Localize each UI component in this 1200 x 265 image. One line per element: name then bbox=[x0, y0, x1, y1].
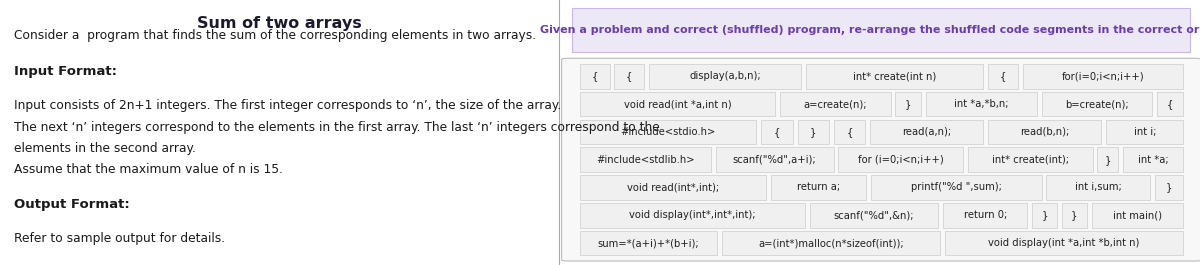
Text: }: } bbox=[1105, 155, 1111, 165]
FancyBboxPatch shape bbox=[562, 58, 1200, 261]
FancyBboxPatch shape bbox=[1046, 175, 1150, 200]
Text: }: } bbox=[810, 127, 816, 137]
Text: {: { bbox=[626, 71, 632, 81]
Text: int main(): int main() bbox=[1112, 210, 1162, 220]
Text: {: { bbox=[1000, 71, 1007, 81]
Text: Sum of two arrays: Sum of two arrays bbox=[197, 16, 362, 31]
Text: Assume that the maximum value of n is 15.: Assume that the maximum value of n is 15… bbox=[14, 163, 283, 176]
FancyBboxPatch shape bbox=[580, 92, 775, 116]
Text: The next ‘n’ integers correspond to the elements in the first array. The last ‘n: The next ‘n’ integers correspond to the … bbox=[14, 121, 660, 134]
FancyBboxPatch shape bbox=[943, 203, 1027, 228]
FancyBboxPatch shape bbox=[649, 64, 800, 89]
FancyBboxPatch shape bbox=[580, 64, 610, 89]
Text: int* create(int n): int* create(int n) bbox=[853, 71, 936, 81]
FancyBboxPatch shape bbox=[968, 147, 1092, 172]
Text: #include<stdio.h>: #include<stdio.h> bbox=[620, 127, 715, 137]
FancyBboxPatch shape bbox=[580, 231, 716, 255]
Text: elements in the second array.: elements in the second array. bbox=[14, 142, 197, 155]
Text: void display(int*,int*,int);: void display(int*,int*,int); bbox=[629, 210, 756, 220]
FancyBboxPatch shape bbox=[989, 120, 1102, 144]
Text: void display(int *a,int *b,int n): void display(int *a,int *b,int n) bbox=[989, 238, 1140, 248]
Text: Input Format:: Input Format: bbox=[14, 65, 118, 78]
FancyBboxPatch shape bbox=[1157, 92, 1183, 116]
Text: void read(int*,int);: void read(int*,int); bbox=[626, 183, 719, 192]
Text: b=create(n);: b=create(n); bbox=[1066, 99, 1129, 109]
Text: int i;: int i; bbox=[1134, 127, 1156, 137]
Text: for (i=0;i<n;i++): for (i=0;i<n;i++) bbox=[858, 155, 943, 165]
Text: for(i=0;i<n;i++): for(i=0;i<n;i++) bbox=[1062, 71, 1145, 81]
FancyBboxPatch shape bbox=[580, 120, 756, 144]
FancyBboxPatch shape bbox=[1123, 147, 1183, 172]
FancyBboxPatch shape bbox=[895, 92, 922, 116]
Text: return a;: return a; bbox=[797, 183, 840, 192]
FancyBboxPatch shape bbox=[944, 231, 1183, 255]
Text: Output Format:: Output Format: bbox=[14, 197, 130, 211]
Text: printf("%d ",sum);: printf("%d ",sum); bbox=[911, 183, 1002, 192]
FancyBboxPatch shape bbox=[614, 64, 644, 89]
FancyBboxPatch shape bbox=[1022, 64, 1183, 89]
Text: int *a,*b,n;: int *a,*b,n; bbox=[954, 99, 1009, 109]
Text: sum=*(a+i)+*(b+i);: sum=*(a+i)+*(b+i); bbox=[598, 238, 698, 248]
Text: {: { bbox=[592, 71, 598, 81]
FancyBboxPatch shape bbox=[580, 147, 710, 172]
Text: #include<stdlib.h>: #include<stdlib.h> bbox=[596, 155, 695, 165]
Text: {: { bbox=[1168, 99, 1174, 109]
Text: Consider a  program that finds the sum of the corresponding elements in two arra: Consider a program that finds the sum of… bbox=[14, 29, 536, 42]
Text: read(a,n);: read(a,n); bbox=[902, 127, 952, 137]
Text: scanf("%d",a+i);: scanf("%d",a+i); bbox=[733, 155, 816, 165]
FancyBboxPatch shape bbox=[1062, 203, 1087, 228]
FancyBboxPatch shape bbox=[834, 120, 865, 144]
FancyBboxPatch shape bbox=[1032, 203, 1057, 228]
Text: return 0;: return 0; bbox=[964, 210, 1007, 220]
FancyBboxPatch shape bbox=[780, 92, 890, 116]
FancyBboxPatch shape bbox=[715, 147, 834, 172]
Text: }: } bbox=[1165, 183, 1172, 192]
Text: int* create(int);: int* create(int); bbox=[991, 155, 1069, 165]
Text: a=create(n);: a=create(n); bbox=[804, 99, 866, 109]
FancyBboxPatch shape bbox=[870, 120, 984, 144]
Text: }: } bbox=[1072, 210, 1078, 220]
FancyBboxPatch shape bbox=[580, 175, 767, 200]
Text: Given a problem and correct (shuffled) program, re-arrange the shuffled code seg: Given a problem and correct (shuffled) p… bbox=[540, 25, 1200, 35]
FancyBboxPatch shape bbox=[805, 64, 983, 89]
FancyBboxPatch shape bbox=[761, 120, 793, 144]
Text: }: } bbox=[905, 99, 912, 109]
FancyBboxPatch shape bbox=[1097, 147, 1118, 172]
Text: void read(int *a,int n): void read(int *a,int n) bbox=[624, 99, 731, 109]
Text: }: } bbox=[1042, 210, 1048, 220]
Text: display(a,b,n);: display(a,b,n); bbox=[689, 71, 761, 81]
Text: {: { bbox=[846, 127, 853, 137]
FancyBboxPatch shape bbox=[572, 8, 1190, 52]
FancyBboxPatch shape bbox=[580, 203, 805, 228]
FancyBboxPatch shape bbox=[798, 120, 829, 144]
FancyBboxPatch shape bbox=[839, 147, 964, 172]
FancyBboxPatch shape bbox=[1106, 120, 1183, 144]
Text: scanf("%d",&n);: scanf("%d",&n); bbox=[834, 210, 914, 220]
FancyBboxPatch shape bbox=[810, 203, 938, 228]
Text: a=(int*)malloc(n*sizeof(int));: a=(int*)malloc(n*sizeof(int)); bbox=[758, 238, 904, 248]
Text: Refer to sample output for details.: Refer to sample output for details. bbox=[14, 232, 226, 245]
FancyBboxPatch shape bbox=[721, 231, 940, 255]
FancyBboxPatch shape bbox=[926, 92, 1037, 116]
FancyBboxPatch shape bbox=[1154, 175, 1183, 200]
FancyBboxPatch shape bbox=[1042, 92, 1152, 116]
Text: read(b,n);: read(b,n); bbox=[1020, 127, 1069, 137]
Text: int i,sum;: int i,sum; bbox=[1075, 183, 1122, 192]
FancyBboxPatch shape bbox=[772, 175, 866, 200]
FancyBboxPatch shape bbox=[988, 64, 1018, 89]
FancyBboxPatch shape bbox=[871, 175, 1042, 200]
Text: Input consists of 2n+1 integers. The first integer corresponds to ‘n’, the size : Input consists of 2n+1 integers. The fir… bbox=[14, 99, 562, 113]
Text: {: { bbox=[774, 127, 780, 137]
FancyBboxPatch shape bbox=[1092, 203, 1183, 228]
Text: int *a;: int *a; bbox=[1138, 155, 1169, 165]
